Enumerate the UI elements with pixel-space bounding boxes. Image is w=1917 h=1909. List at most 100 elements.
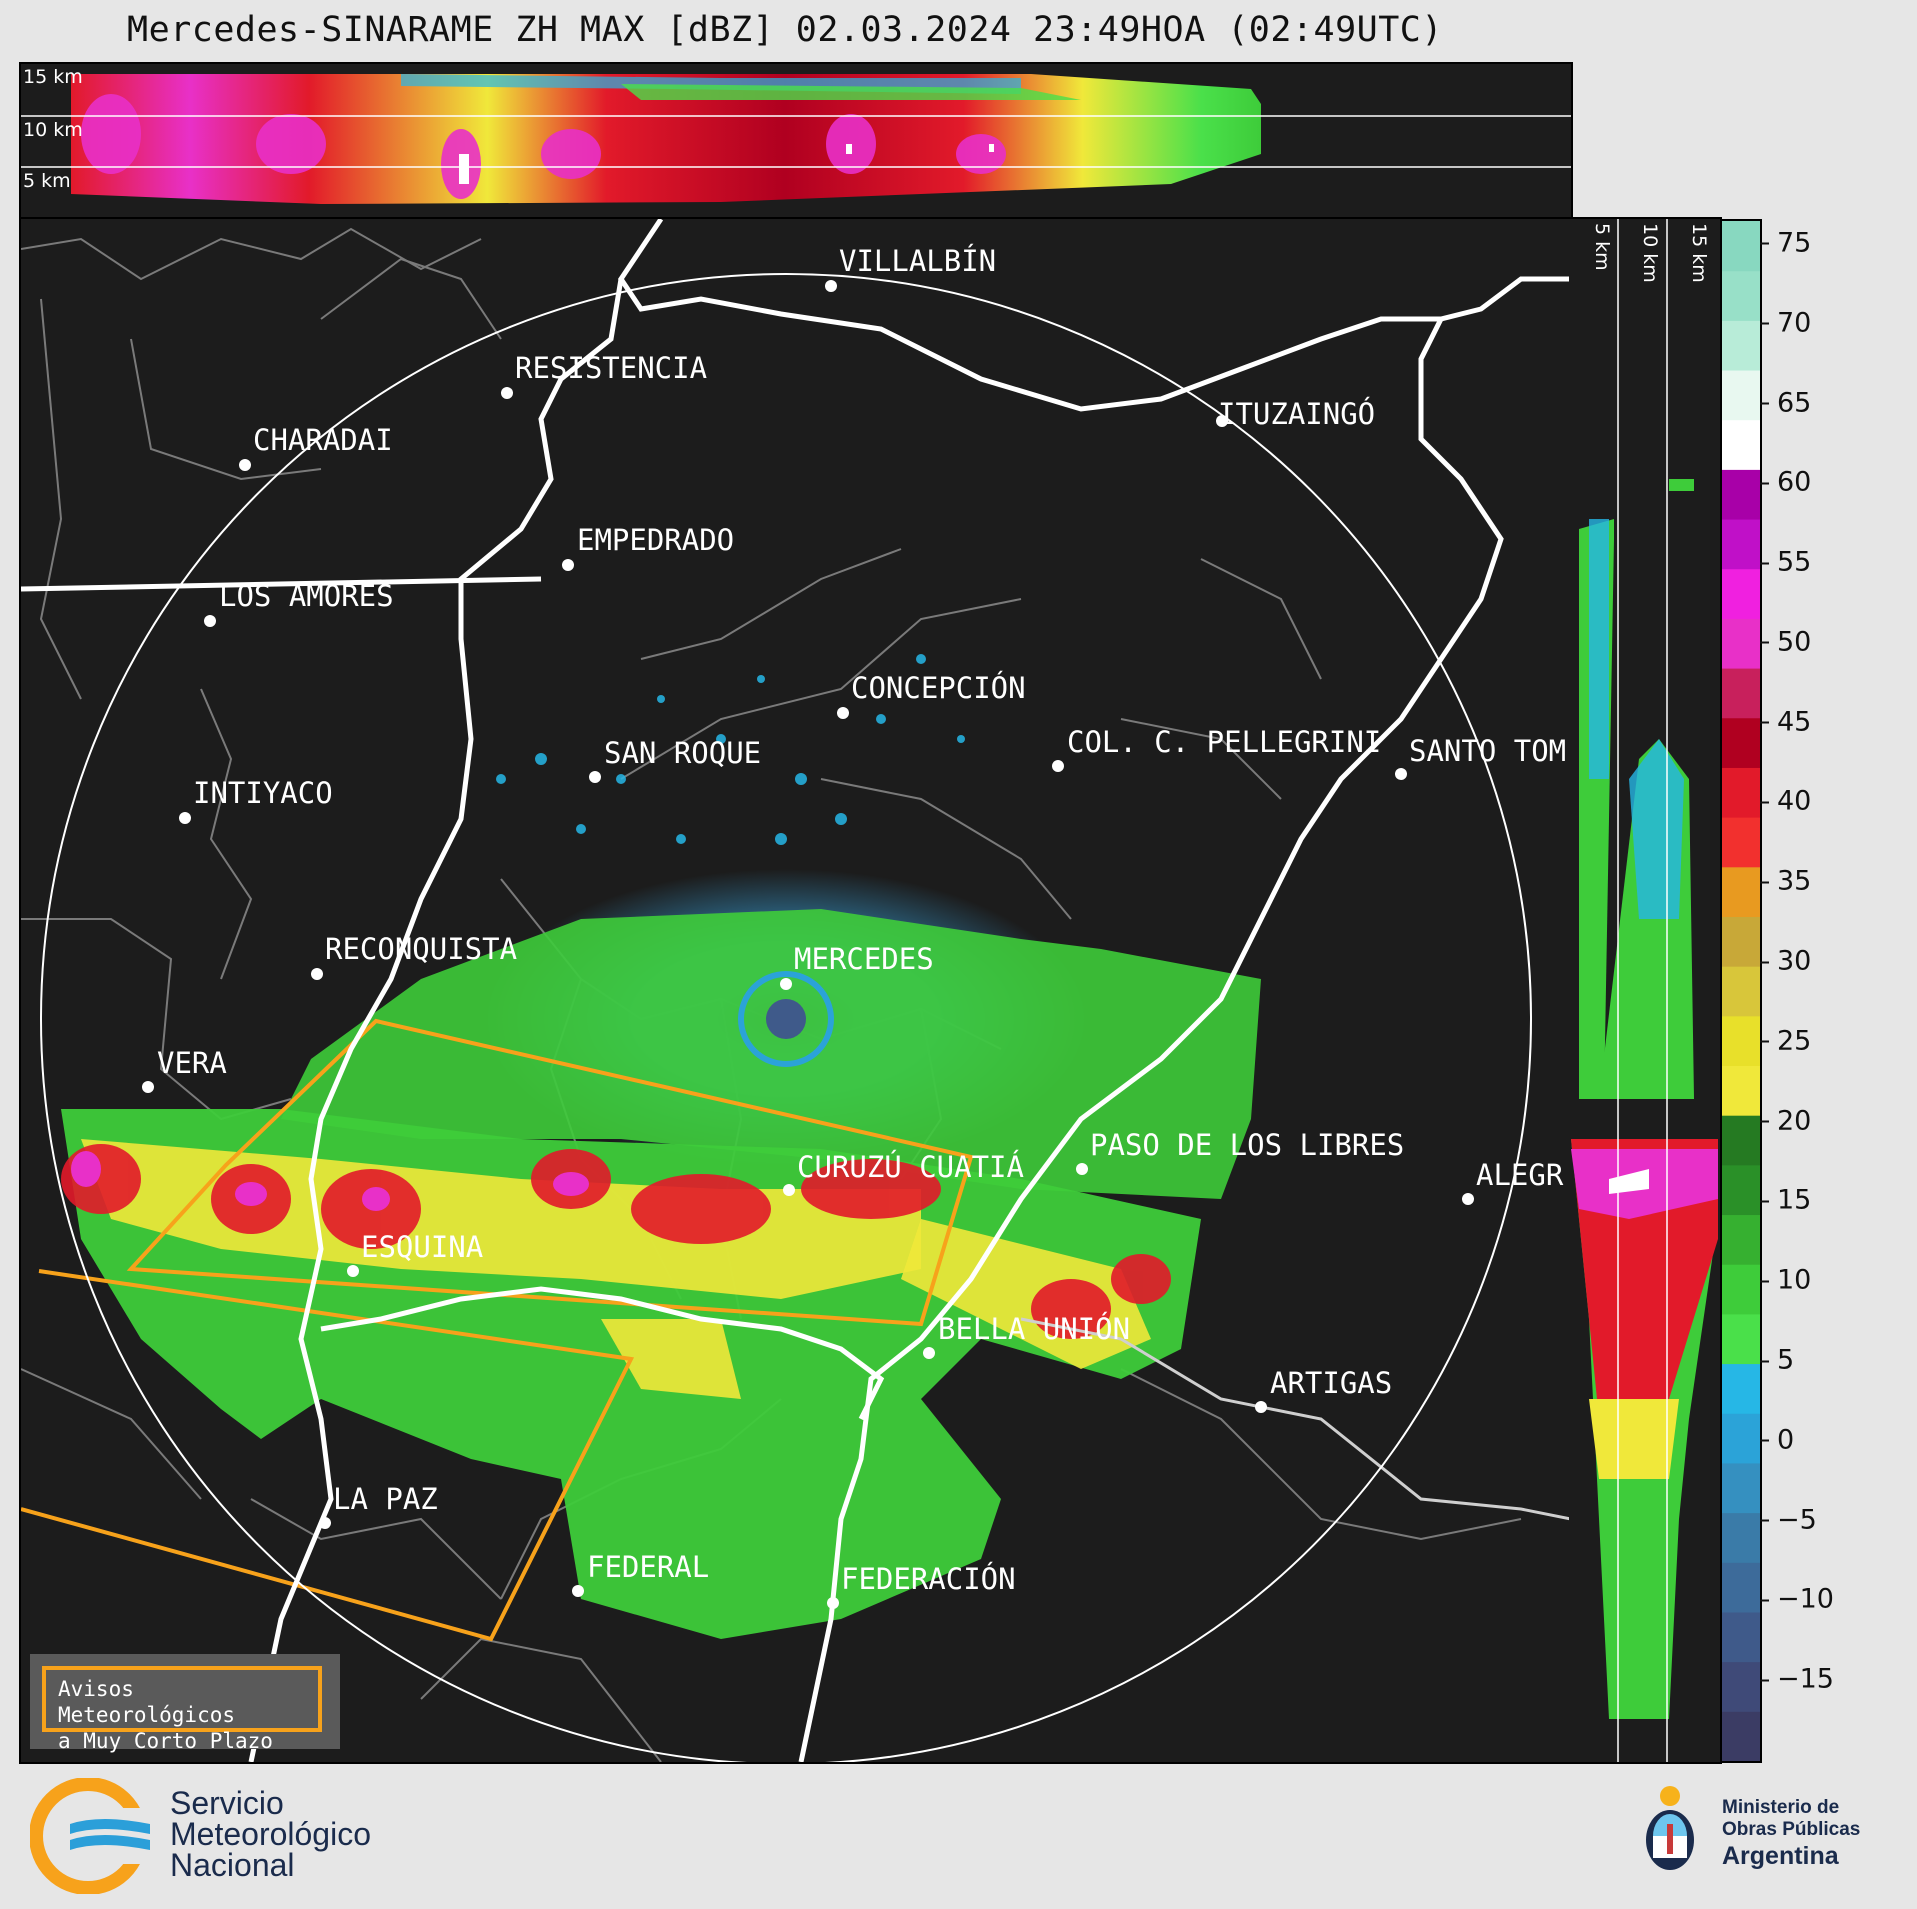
city-dot: [562, 559, 574, 571]
dbz-colorbar-ticks: 75 70 65 60 55 50 45 40 35 30 25 20 15 10 5 0 −5 −10 −15: [1760, 219, 1880, 1759]
city-dot: [204, 615, 216, 627]
city-label-col-pellegrini: COL. C. PELLEGRINI: [1067, 725, 1382, 759]
colorbar-swatch: [1722, 966, 1760, 1017]
smn-name-line3: Nacional: [170, 1847, 295, 1883]
colorbar-swatch: [1722, 1413, 1760, 1464]
city-label-charadai: CHARADAI: [253, 423, 393, 457]
colorbar-swatch: [1722, 1214, 1760, 1265]
colorbar-tick-label: 65: [1760, 387, 1811, 418]
colorbar-tick-label: 55: [1760, 547, 1811, 578]
colorbar-tick-label: 50: [1760, 626, 1811, 657]
side-vertical-profile: 5 km 10 km 15 km: [1569, 217, 1722, 1764]
top-alt-10: 10 km: [23, 119, 83, 141]
colorbar-tick-label: 30: [1760, 946, 1811, 977]
city-dot: [347, 1265, 359, 1277]
city-label-paso-de-los-libres: PASO DE LOS LIBRES: [1090, 1128, 1405, 1162]
colorbar-tick-label: 5: [1760, 1345, 1794, 1376]
colorbar-swatch: [1722, 1711, 1760, 1761]
colorbar-tick-label: 45: [1760, 706, 1811, 737]
city-dot: [837, 707, 849, 719]
colorbar-tick-label: 75: [1760, 227, 1811, 258]
smn-name: Servicio Meteorológico Nacional: [170, 1785, 371, 1883]
colorbar-swatch: [1722, 1065, 1760, 1116]
radar-map: VILLALBÍN RESISTENCIA CHARADAI ITUZAINGÓ…: [19, 217, 1573, 1764]
city-label-la-paz: LA PAZ: [333, 1482, 438, 1516]
city-dot: [311, 968, 323, 980]
city-label-esquina: ESQUINA: [361, 1230, 484, 1264]
colorbar-swatch: [1722, 221, 1760, 272]
colorbar-swatch: [1722, 866, 1760, 917]
ministry-line3: Argentina: [1722, 1842, 1839, 1870]
city-dot: [319, 1517, 331, 1529]
colorbar-tick-label: 15: [1760, 1185, 1811, 1216]
city-label-vera: VERA: [157, 1046, 227, 1080]
colorbar-swatch: [1722, 1611, 1760, 1663]
city-label-santo-tome: SANTO TOM: [1409, 734, 1567, 768]
side-alt-15: 15 km: [1688, 223, 1710, 283]
city-dot: [783, 1184, 795, 1196]
colorbar-swatch: [1722, 469, 1760, 520]
colorbar-tick-label: −5: [1760, 1504, 1817, 1535]
colorbar-tick-label: 70: [1760, 307, 1811, 338]
city-dot: [825, 280, 837, 292]
colorbar-tick-label: −15: [1760, 1664, 1834, 1695]
colorbar-swatch: [1722, 1264, 1760, 1315]
colorbar-swatch: [1722, 1462, 1760, 1514]
smn-name-line1: Servicio: [170, 1785, 284, 1821]
side-alt-10: 10 km: [1639, 223, 1661, 283]
city-label-curuzu-cuatia: CURUZÚ CUATIÁ: [797, 1150, 1024, 1184]
colorbar-swatch: [1722, 419, 1760, 470]
city-label-villalbin: VILLALBÍN: [839, 244, 997, 278]
dbz-colorbar-svg: [1722, 221, 1760, 1761]
city-label-resistencia: RESISTENCIA: [515, 351, 708, 385]
warning-legend-line1: Avisos Meteorológicos: [58, 1677, 236, 1727]
colorbar-swatch: [1722, 1115, 1760, 1166]
colorbar-swatch: [1722, 1164, 1760, 1216]
city-dot: [239, 459, 251, 471]
colorbar-swatch: [1722, 370, 1760, 421]
city-label-intiyaco: INTIYACO: [193, 776, 333, 810]
city-label-bella-union: BELLA UNIÓN: [938, 1312, 1131, 1346]
city-dot: [589, 771, 601, 783]
colorbar-tick-label: 60: [1760, 467, 1811, 498]
city-dot: [572, 1585, 584, 1597]
ministry-line2: Obras Públicas: [1722, 1819, 1861, 1840]
city-label-federacion: FEDERACIÓN: [841, 1562, 1016, 1596]
city-label-los-amores: LOS AMORES: [219, 579, 394, 613]
city-dot: [1052, 760, 1064, 772]
colorbar-tick-label: 20: [1760, 1105, 1811, 1136]
city-label-concepcion: CONCEPCIÓN: [851, 671, 1026, 705]
colorbar-swatch: [1722, 1512, 1760, 1563]
city-dot: [142, 1081, 154, 1093]
top-alt-15: 15 km: [23, 66, 83, 88]
city-label-federal: FEDERAL: [587, 1550, 710, 1584]
colorbar-swatch: [1722, 717, 1760, 768]
colorbar-swatch: [1722, 916, 1760, 967]
city-label-artigas: ARTIGAS: [1270, 1366, 1393, 1400]
colorbar-swatch: [1722, 568, 1760, 619]
warning-legend-line2: a Muy Corto Plazo: [58, 1729, 273, 1753]
ministry-name: Ministerio de Obras Públicas Argentina: [1722, 1797, 1860, 1871]
city-label-reconquista: RECONQUISTA: [325, 932, 518, 966]
city-label-alegrete: ALEGR: [1476, 1158, 1564, 1192]
city-dot: [923, 1347, 935, 1359]
city-dot: [179, 812, 191, 824]
side-alt-5: 5 km: [1591, 223, 1613, 271]
warning-legend: Avisos Meteorológicos a Muy Corto Plazo: [30, 1654, 340, 1753]
colorbar-swatch: [1722, 668, 1760, 719]
colorbar-swatch: [1722, 1562, 1760, 1613]
city-dot-mercedes: [780, 978, 792, 990]
dbz-colorbar: [1720, 219, 1762, 1763]
colorbar-tick-label: 10: [1760, 1265, 1811, 1296]
city-dot: [501, 387, 513, 399]
colorbar-tick-label: 25: [1760, 1025, 1811, 1056]
colorbar-tick-label: 40: [1760, 786, 1811, 817]
colorbar-swatch: [1722, 270, 1760, 321]
ministry-line1: Ministerio de: [1722, 1797, 1840, 1818]
smn-name-line2: Meteorológico: [170, 1816, 371, 1852]
city-dot: [1462, 1193, 1474, 1205]
city-dot: [1076, 1163, 1088, 1175]
colorbar-tick-label: 35: [1760, 866, 1811, 897]
radar-map-svg: [21, 219, 1571, 1762]
colorbar-swatch: [1722, 618, 1760, 669]
